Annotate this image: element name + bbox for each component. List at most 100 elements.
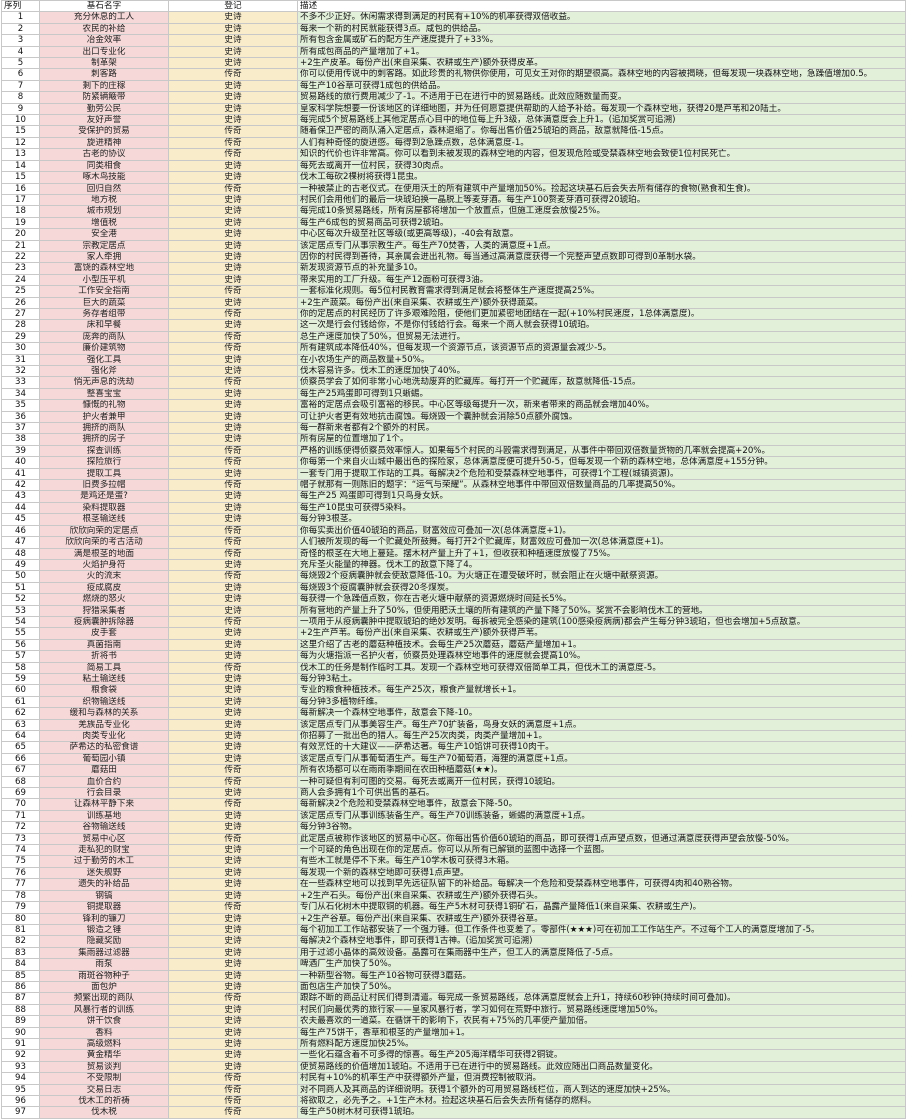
cell-description: 每生产25 鸡蛋即可得到1只鸟身女妖。 bbox=[297, 490, 906, 503]
cell-name: 火焰护身符 bbox=[39, 558, 169, 572]
cell-name: 友好声誉 bbox=[39, 114, 169, 127]
cell-grade: 史诗 bbox=[168, 422, 298, 435]
cell-grade: 史诗 bbox=[168, 1026, 298, 1039]
cell-name: 巨大的蔬菜 bbox=[39, 296, 169, 309]
table-row: 72 谷物输送线 史诗 每分钟3谷物。 bbox=[1, 821, 906, 834]
table-row: 63 羌族品专业化 史诗 该定居点专门从事美容生产。每生产70扩装备，鸟身女妖的满意度… bbox=[1, 718, 906, 732]
cell-grade: 传奇 bbox=[168, 1083, 298, 1097]
cell-index: 33 bbox=[1, 376, 40, 389]
table-row: 45 根茎输送线 史诗 每分钟3根茎。 bbox=[1, 513, 906, 526]
table-row: 37 拥挤的商队 史诗 每一群新来者都有2个额外的村民。 bbox=[1, 422, 906, 435]
table-row: 69 行会目录 史诗 商人会多拥有1个可供出售的基石。 bbox=[1, 787, 906, 800]
table-row: 85 雨斑谷物种子 史诗 一种新型谷物。每生产10谷物可获得3蘑菇。 bbox=[1, 969, 906, 982]
table-row: 58 简易工具 传奇 伐木工的任务是制作临时工具。发现一个森林空地可获得双倍简单工具，… bbox=[1, 661, 906, 674]
cell-index: 38 bbox=[1, 433, 40, 446]
table-row: 18 城市规划 史诗 每完成10条贸易路线，所有房屋都将增加一个放置点，但施工速度会放… bbox=[1, 205, 906, 218]
cell-grade: 传奇 bbox=[168, 342, 298, 355]
table-row: 64 肉类专业化 史诗 你招募了一批出色的猎人。每生产25次肉类，肉类产量增加+1。 bbox=[1, 729, 906, 743]
cell-description: 一个可疑的角色出现在你的定居点。你可以从所有已解锁的蓝图中选择一个蓝图。 bbox=[297, 844, 906, 857]
cell-description: 每新解决2个危险和受禁森林空地事件，敌意会下降-50。 bbox=[297, 798, 906, 811]
cell-description: 伐木工每砍2棵树将获得1昆虫。 bbox=[297, 171, 906, 184]
cell-grade: 史诗 bbox=[168, 102, 298, 116]
table-row: 87 频繁出现的商队 传奇 跟踪不断的商品让村民们得到清遣。每完成一条贸易路线，总体满… bbox=[1, 992, 906, 1005]
cell-grade: 史诗 bbox=[168, 239, 298, 252]
cell-grade: 传奇 bbox=[168, 125, 298, 138]
cell-name: 蘑菇田 bbox=[39, 764, 169, 777]
table-row: 43 是鸡还是蛋? 史诗 每生产25 鸡蛋即可得到1只鸟身女妖。 bbox=[1, 490, 906, 503]
cell-grade: 史诗 bbox=[168, 821, 298, 834]
cell-description: 一套标准化规则。每5位村民教育需求得到满足就会将整体生产速度提高25%。 bbox=[297, 285, 906, 298]
table-row: 34 整喜宝宝 史诗 每生产25鸡蛋即可得到1只蜥蜴。 bbox=[1, 387, 906, 401]
cell-grade: 传奇 bbox=[168, 1072, 298, 1085]
cell-grade: 史诗 bbox=[168, 353, 298, 367]
table-row: 62 缓和与森林的关系 史诗 每新解决一个森林空地事件，敌意会下降-10。 bbox=[1, 707, 906, 720]
cell-grade: 史诗 bbox=[168, 809, 298, 823]
table-row: 31 强化工具 史诗 在小农场生产的商品数量+50%。 bbox=[1, 353, 906, 367]
cell-index: 88 bbox=[1, 1003, 40, 1017]
table-row: 83 集雨器过滤器 史诗 用于过滤小晶体的高效设备。晶露可在集雨器中生产，但工人的满意… bbox=[1, 946, 906, 960]
cell-index: 82 bbox=[1, 935, 40, 948]
cell-index: 95 bbox=[1, 1083, 40, 1097]
cell-index: 39 bbox=[1, 444, 40, 458]
table-row: 22 家人牵拥 史诗 因你的村民得到善待，其亲属会迸出礼物。每当通过高满意度获得一个完… bbox=[1, 250, 906, 264]
cell-description: 你可以使用传说中的刺客路。如此珍贵的礼物供你使用，可见女王对你的期望很高。森林空… bbox=[297, 68, 906, 81]
header-index: 序列 bbox=[1, 0, 40, 13]
cell-name: 提取工具 bbox=[39, 467, 169, 481]
cell-index: 5 bbox=[1, 57, 40, 70]
cell-grade: 史诗 bbox=[168, 707, 298, 720]
cell-name: 同类相食 bbox=[39, 159, 169, 173]
cell-description: 每获得一个急躁值点数，你在古老火塘中献祭的资源燃烧时间延长5%。 bbox=[297, 593, 906, 606]
cell-index: 28 bbox=[1, 319, 40, 332]
cell-name: 锻造之锤 bbox=[39, 923, 169, 937]
cell-description: 充斥圣火能量的神器。伐木工的敌意下降了4。 bbox=[297, 558, 906, 572]
cell-name: 是鸡还是蛋? bbox=[39, 490, 169, 503]
cell-grade: 史诗 bbox=[168, 718, 298, 732]
table-row: 59 粘土输送线 史诗 每分钟3粘土。 bbox=[1, 672, 906, 686]
cell-grade: 史诗 bbox=[168, 650, 298, 663]
cell-description: 一种被禁止的古老仪式。在使用沃土的所有建筑中产量增加50%。捡起这块基石后会失去… bbox=[297, 182, 906, 195]
cell-description: 所有房屋的位置增加了1个。 bbox=[297, 433, 906, 446]
cell-grade: 传奇 bbox=[168, 661, 298, 674]
cell-description: +2生产石头。每份产出(来自采集、农耕或生产)额外获得石头。 bbox=[297, 889, 906, 903]
cell-description: 村民有+10%的机率生产中获得额外产量，但消费控制被取消。 bbox=[297, 1072, 906, 1085]
table-row: 77 遗失的补给品 史诗 在一些森林空地可以找到早先远征队留下的补给品。每解决一个危险… bbox=[1, 878, 906, 891]
cell-description: 每个初加工工作站都安装了一个强力锤。但工作条件也变差了。零部件(★★★)可在初加… bbox=[297, 923, 906, 937]
cell-index: 47 bbox=[1, 536, 40, 549]
cell-description: 一套专门用于提取工作站的工具。每解决2个危险和受禁森林空地事件，可获得1个工程(… bbox=[297, 467, 906, 481]
cell-description: 面包店生产加快了50%。 bbox=[297, 980, 906, 994]
table-row: 17 地方税 史诗 村民们会用他们的最后一块琥珀换一晶脱上等麦芽酒。每生产100赘麦芽… bbox=[1, 193, 906, 207]
cell-name: 家人牵拥 bbox=[39, 250, 169, 264]
table-row: 53 狩猎采集者 史诗 所有营地的产量上升了50%，但使用肥沃土壤的所有建筑的产量下降… bbox=[1, 604, 906, 617]
cell-index: 45 bbox=[1, 513, 40, 526]
table-row: 92 黄金精华 史诗 一些化石蕴含着不可多得的惊喜。每生产205海洋精华可获得2铜锭。 bbox=[1, 1049, 906, 1062]
cell-index: 57 bbox=[1, 650, 40, 663]
cell-grade: 史诗 bbox=[168, 787, 298, 800]
header-description: 描述 bbox=[297, 0, 906, 13]
cell-name: 欣欣向荣的定居点 bbox=[39, 524, 169, 538]
cell-grade: 史诗 bbox=[168, 433, 298, 446]
cell-name: 集雨器过滤器 bbox=[39, 946, 169, 960]
cell-description: 你每第一个来自火山城中最出色的探险家，总体满意度便可提升50-5，但每发现一个新… bbox=[297, 456, 906, 469]
table-row: 49 火焰护身符 史诗 充斥圣火能量的神器。伐木工的敌意下降了4。 bbox=[1, 558, 906, 572]
cell-grade: 传奇 bbox=[168, 307, 298, 321]
cell-index: 21 bbox=[1, 239, 40, 252]
cell-description: +2生产芦苇。每份产出(来自采集、农耕或生产)额外获得芦苇。 bbox=[297, 627, 906, 640]
cell-name: 啄木鸟技能 bbox=[39, 171, 169, 184]
table-row: 38 拥挤的房子 史诗 所有房屋的位置增加了1个。 bbox=[1, 433, 906, 446]
cell-description: 每生产25鸡蛋即可得到1只蜥蜴。 bbox=[297, 387, 906, 401]
cell-grade: 史诗 bbox=[168, 558, 298, 572]
table-row: 51 疫成腐皮 史诗 每烧毁3个疫腐囊肿就会获得20冬煤炭。 bbox=[1, 581, 906, 595]
table-row: 2 农民的补给 史诗 每来一个新的村民就能获得3点。咸包的供给品。 bbox=[1, 22, 906, 36]
table-row: 39 探查训练 传奇 严格的训练使得侦察员效率惊人。如果每5个村民的斗殴需求得到满足，… bbox=[1, 444, 906, 458]
cell-name: 织物输送线 bbox=[39, 695, 169, 709]
cell-grade: 史诗 bbox=[168, 1049, 298, 1062]
cell-name: 刺客路 bbox=[39, 68, 169, 81]
cell-grade: 史诗 bbox=[168, 57, 298, 70]
cell-description: 不多不少正好。休闲需求得到满足的村民有+10%的机率获得双倍收益。 bbox=[297, 11, 906, 24]
cell-description: 专门从石化树木中提取铜的机器。每生产5木材可获得1铜矿石，晶露产量降低1(来自采… bbox=[297, 901, 906, 914]
cell-index: 17 bbox=[1, 193, 40, 207]
cell-grade: 史诗 bbox=[168, 273, 298, 287]
cell-grade: 史诗 bbox=[168, 319, 298, 332]
cell-description: 每一群新来者都有2个额外的村民。 bbox=[297, 422, 906, 435]
cell-description: 一种可疑但有利可图的交易。每死去或离开一位村民，获得10琥珀。 bbox=[297, 775, 906, 789]
